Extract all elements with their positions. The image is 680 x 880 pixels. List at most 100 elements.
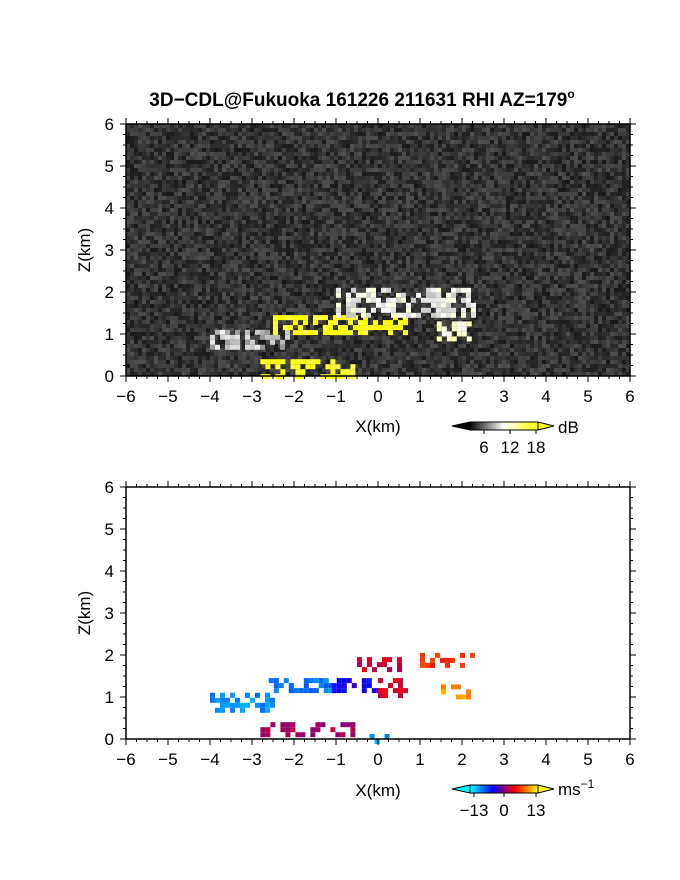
x-axis-label: X(km) [355,781,400,800]
data-pixel [431,302,436,308]
data-pixel [335,364,341,370]
data-pixel [308,678,314,684]
data-pixel [303,320,308,326]
data-pixel [313,320,318,326]
data-pixel [461,321,467,327]
data-pixel [391,307,396,313]
data-pixel [313,678,319,684]
y-axis-label: Z(km) [75,228,94,272]
data-pixel [273,678,279,684]
y-tick-label: 1 [105,688,114,707]
data-pixel [283,325,288,331]
y-tick-label: 5 [105,157,114,176]
data-pixel [461,331,467,337]
data-pixel [336,292,341,298]
data-pixel [325,364,331,370]
data-pixel [466,297,471,303]
data-pixel [426,287,431,293]
data-pixel [265,732,271,738]
data-pixel [456,694,461,700]
data-pixel [388,320,393,326]
data-pixel [361,307,366,313]
data-pixel [420,652,425,658]
data-pixel [351,307,356,313]
data-pixel [300,732,306,738]
data-pixel [298,688,304,694]
data-pixel [323,688,329,694]
data-pixel [398,325,403,331]
data-pixel [273,688,279,694]
data-pixel [225,697,230,703]
data-pixel [235,697,240,703]
data-pixel [283,315,288,321]
data-pixel [461,326,467,332]
data-pixel [381,287,386,293]
data-pixel [270,702,275,708]
data-pixel [336,683,342,689]
data-pixel [288,683,294,689]
x-tick-label: −6 [116,750,135,769]
data-pixel [260,329,265,335]
data-pixel [290,364,296,370]
data-pixel [235,334,240,340]
data-pixel [461,312,466,318]
data-pixel [371,688,377,694]
data-pixel [303,688,309,694]
data-pixel [285,329,290,335]
data-pixel [348,320,353,326]
data-pixel [461,694,466,700]
data-pixel [382,662,387,668]
data-pixel [298,330,303,336]
data-pixel [451,297,456,303]
x-tick-label: −6 [116,387,135,406]
data-pixel [367,662,372,668]
data-pixel [275,359,281,365]
data-pixel [245,344,250,350]
data-pixel [343,325,348,331]
data-pixel [265,692,270,698]
data-pixel [270,334,275,340]
data-pixel [350,722,356,728]
data-pixel [308,330,313,336]
data-pixel [358,325,363,331]
y-tick-label: 3 [105,241,114,260]
data-pixel [436,336,442,342]
velocity-panel: −6 −5 −4 −3 −2 −1 0 1 2 3 4 5 6 0 1 2 3 4 5 6 Z(km) X(km) −… [75,478,636,820]
data-pixel [293,320,298,326]
data-pixel [225,329,230,335]
data-pixel [441,312,446,318]
data-pixel [436,297,441,303]
x-tick-label: 4 [541,387,550,406]
axes: −6 −5 −4 −3 −2 −1 0 1 2 3 4 5 6 0 1 2 3 4 5 6 [105,478,636,769]
x-axis-label: X(km) [355,417,400,436]
data-pixel [265,334,270,340]
data-pixel [426,307,431,313]
data-pixel [361,312,366,318]
y-tick-label: 2 [105,283,114,302]
data-pixel [383,320,388,326]
data-pixel [406,312,411,318]
data-pixel [396,292,401,298]
data-pixel [436,312,441,318]
data-pixel [210,339,215,345]
data-pixel [330,364,336,370]
y-axis-label: Z(km) [75,591,94,635]
data-pixel [265,702,270,708]
y-tick-label: 2 [105,646,114,665]
data-pixel [265,364,271,370]
data-pixel [387,667,392,673]
data-pixel [338,325,343,331]
data-pixel [441,307,446,313]
data-pixel [456,287,461,293]
data-pixel [240,707,245,713]
data-pixel [343,315,348,321]
data-pixel [245,329,250,335]
data-pixel [313,330,318,336]
data-pixel [346,307,351,313]
data-pixel [398,693,403,699]
data-pixel [396,297,401,303]
data-pixel [411,312,416,318]
data-pixel [300,359,306,365]
data-pixel [351,683,357,689]
data-pixel [270,722,276,728]
